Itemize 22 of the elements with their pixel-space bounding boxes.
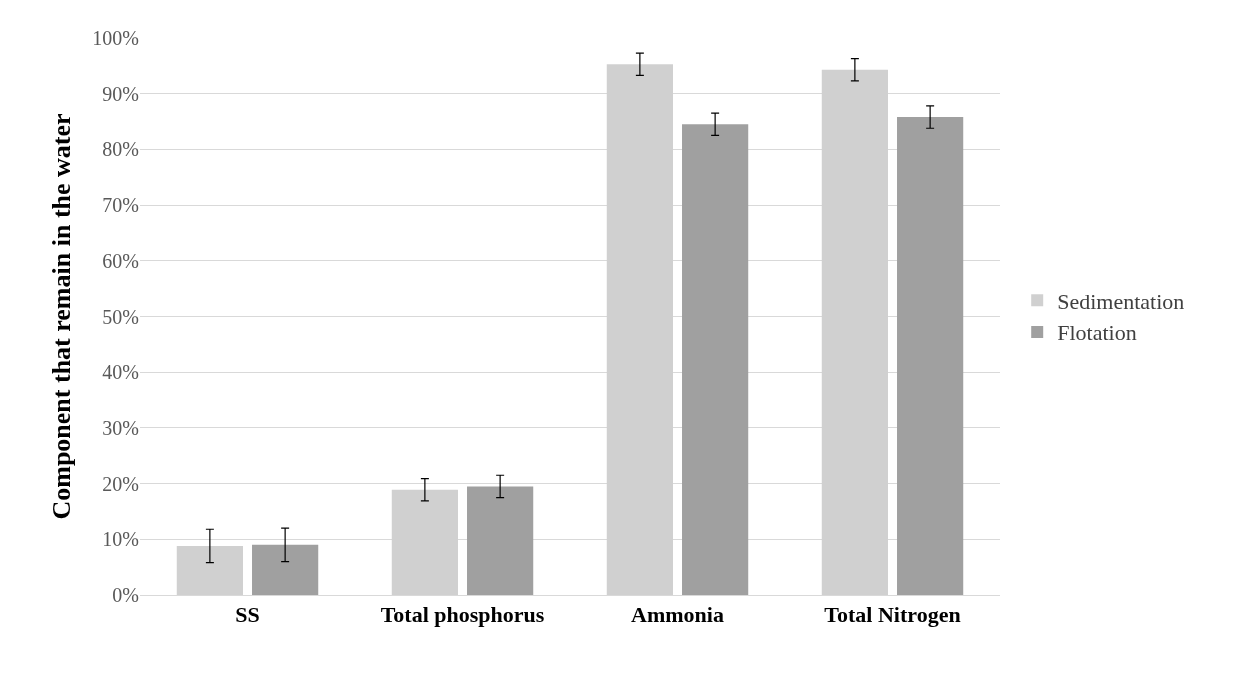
y-tick-label: 100%	[92, 27, 139, 49]
bar	[467, 486, 534, 595]
y-tick-label: 50%	[102, 305, 139, 328]
y-tick-label: 90%	[102, 82, 139, 105]
y-tick-label: 40%	[102, 361, 139, 384]
x-tick-label: Total phosphorus	[380, 602, 545, 628]
x-tick-label: SS	[235, 602, 260, 628]
bar	[252, 544, 319, 595]
y-tick-label: 0%	[112, 584, 139, 606]
y-tick-label: 20%	[102, 472, 139, 495]
y-tick-label: 80%	[102, 138, 139, 161]
y-tick-label: 60%	[102, 249, 139, 272]
x-tick-label: Total Nitrogen	[824, 602, 961, 628]
y-tick-label: 30%	[102, 416, 139, 439]
y-tick-label: 10%	[102, 528, 139, 551]
y-tick-label: 70%	[102, 194, 139, 217]
legend-label: Flotation	[1057, 320, 1137, 346]
legend-label: Sedimentation	[1057, 288, 1185, 314]
x-tick-label: Ammonia	[631, 602, 724, 628]
bar	[897, 117, 964, 595]
y-axis-title: Component that remain in the water	[46, 113, 76, 520]
bar	[682, 124, 749, 595]
